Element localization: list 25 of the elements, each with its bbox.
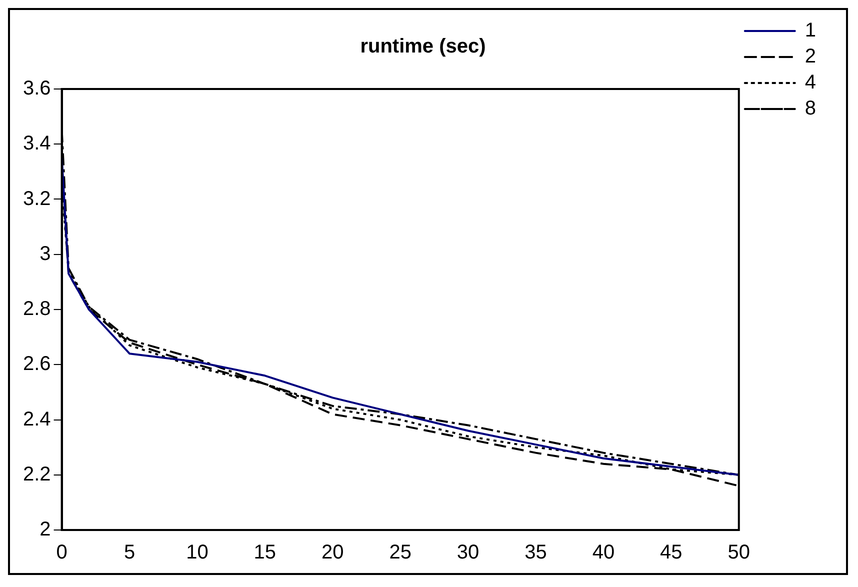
y-tick-label: 2	[40, 518, 51, 541]
legend-label: 1	[804, 20, 816, 42]
x-tick-label: 40	[592, 542, 615, 564]
x-tick-label: 45	[660, 542, 682, 564]
legend-label: 4	[804, 72, 816, 94]
legend-label: 8	[804, 98, 816, 120]
y-tick-label: 3.2	[22, 188, 51, 210]
y-tick-label: 3	[40, 242, 51, 265]
y-tick-label: 2.4	[22, 408, 51, 430]
y-tick-label: 3.4	[22, 132, 51, 155]
x-tick-label: 35	[524, 542, 547, 564]
x-tick-label: 20	[322, 542, 344, 564]
y-tick-label: 2.6	[22, 353, 51, 376]
x-tick-label: 0	[56, 542, 68, 564]
chart-title: runtime (sec)	[360, 36, 486, 58]
x-tick-label: 25	[389, 542, 412, 564]
x-tick-label: 50	[728, 542, 750, 564]
x-tick-label: 5	[124, 542, 136, 564]
x-tick-label: 15	[254, 542, 276, 564]
y-tick-label: 2.8	[22, 298, 51, 320]
y-tick-label: 2.2	[22, 463, 51, 486]
x-tick-label: 10	[186, 542, 208, 564]
legend-label: 2	[804, 46, 816, 68]
y-tick-label: 3.6	[22, 78, 51, 100]
x-tick-label: 30	[456, 542, 480, 564]
